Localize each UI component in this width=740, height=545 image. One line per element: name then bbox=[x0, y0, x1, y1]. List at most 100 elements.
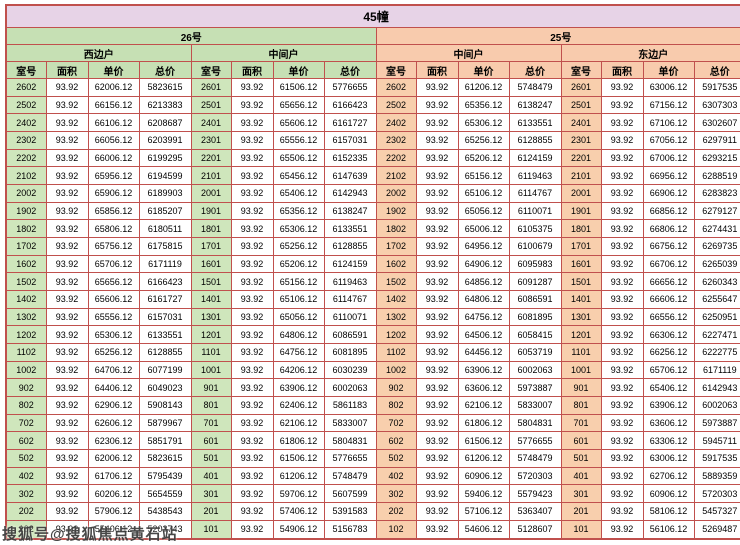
cell-unit-price: 65256.12 bbox=[272, 237, 325, 256]
table-row: 1602 93.92 65706.12 6171119 1601 93.92 65206.1… bbox=[5, 254, 740, 274]
cell-total-price: 5654559 bbox=[138, 484, 192, 504]
cell-total-price: 6081895 bbox=[508, 307, 562, 327]
cell-room: 2201 bbox=[190, 148, 232, 168]
cell-total-price: 6288519 bbox=[693, 166, 740, 186]
cell-room: 1402 bbox=[5, 290, 47, 309]
cell-area: 93.92 bbox=[230, 519, 274, 540]
cell-total-price: 6142943 bbox=[323, 184, 377, 203]
cell-room: 602 bbox=[5, 431, 47, 451]
cell-area: 93.92 bbox=[45, 148, 89, 168]
cell-area: 93.92 bbox=[415, 378, 459, 398]
cell-unit-price: 65206.12 bbox=[272, 254, 325, 274]
cell-area: 93.92 bbox=[230, 201, 274, 221]
cell-unit-price: 65356.12 bbox=[272, 201, 325, 221]
cell-room: 702 bbox=[5, 413, 47, 433]
cell-room: 1602 bbox=[375, 254, 417, 274]
cell-area: 93.92 bbox=[45, 484, 89, 504]
cell-area: 93.92 bbox=[600, 343, 644, 362]
cell-total-price: 5457327 bbox=[693, 502, 740, 521]
cell-room: 1202 bbox=[375, 325, 417, 345]
section-header-row: 26号 25号 bbox=[5, 27, 740, 45]
cell-area: 93.92 bbox=[230, 113, 274, 133]
cell-total-price: 5391583 bbox=[323, 502, 377, 521]
cell-unit-price: 65506.12 bbox=[272, 148, 325, 168]
cell-total-price: 5607599 bbox=[323, 484, 377, 504]
cell-unit-price: 66056.12 bbox=[87, 131, 140, 150]
cell-total-price: 6133551 bbox=[508, 113, 562, 133]
cell-unit-price: 66656.12 bbox=[642, 272, 695, 292]
cell-area: 93.92 bbox=[45, 360, 89, 380]
cell-total-price: 5833007 bbox=[508, 396, 562, 415]
table-row: 602 93.92 62306.12 5851791 601 93.92 61806.12 5… bbox=[5, 431, 740, 451]
cell-total-price: 5823615 bbox=[138, 78, 192, 97]
cell-area: 93.92 bbox=[415, 78, 459, 97]
cell-unit-price: 57906.12 bbox=[87, 502, 140, 521]
cell-total-price: 6152335 bbox=[323, 148, 377, 168]
cell-unit-price: 65756.12 bbox=[87, 237, 140, 256]
column-header-row: 室号 面积 单价 总价 室号 面积 单价 总价 室号 面积 单价 总价 室号 面… bbox=[5, 61, 740, 79]
cell-room: 2602 bbox=[5, 78, 47, 97]
cell-total-price: 5945711 bbox=[693, 431, 740, 451]
cell-area: 93.92 bbox=[415, 360, 459, 380]
cell-room: 2202 bbox=[375, 148, 417, 168]
cell-total-price: 6203991 bbox=[138, 131, 192, 150]
cell-area: 93.92 bbox=[415, 237, 459, 256]
cell-unit-price: 65006.12 bbox=[457, 219, 510, 239]
cell-area: 93.92 bbox=[230, 290, 274, 309]
cell-area: 93.92 bbox=[230, 449, 274, 468]
cell-room: 302 bbox=[5, 484, 47, 504]
cell-area: 93.92 bbox=[600, 431, 644, 451]
cell-room: 1102 bbox=[375, 343, 417, 362]
cell-room: 1502 bbox=[5, 272, 47, 292]
cell-area: 93.92 bbox=[230, 396, 274, 415]
cell-room: 1802 bbox=[375, 219, 417, 239]
cell-room: 601 bbox=[560, 431, 602, 451]
cell-unit-price: 64756.12 bbox=[457, 307, 510, 327]
cell-room: 1002 bbox=[375, 360, 417, 380]
table-row: 2302 93.92 66056.12 6203991 2301 93.92 65556.1… bbox=[5, 131, 740, 150]
cell-area: 93.92 bbox=[415, 343, 459, 362]
cell-room: 1301 bbox=[560, 307, 602, 327]
col-header-unit-price: 单价 bbox=[642, 61, 695, 79]
cell-area: 93.92 bbox=[600, 378, 644, 398]
table-body: 2602 93.92 62006.12 5823615 2601 93.92 61506.1… bbox=[5, 78, 740, 540]
cell-total-price: 6208687 bbox=[138, 113, 192, 133]
cell-unit-price: 61806.12 bbox=[272, 431, 325, 451]
cell-room: 1301 bbox=[190, 307, 232, 327]
cell-area: 93.92 bbox=[230, 131, 274, 150]
cell-unit-price: 65156.12 bbox=[272, 272, 325, 292]
cell-area: 93.92 bbox=[600, 131, 644, 150]
cell-area: 93.92 bbox=[45, 219, 89, 239]
cell-total-price: 6222775 bbox=[693, 343, 740, 362]
cell-room: 1702 bbox=[375, 237, 417, 256]
cell-total-price: 6199295 bbox=[138, 148, 192, 168]
cell-room: 102 bbox=[5, 519, 47, 540]
cell-area: 93.92 bbox=[415, 219, 459, 239]
cell-total-price: 5748479 bbox=[323, 466, 377, 486]
cell-unit-price: 61706.12 bbox=[87, 466, 140, 486]
cell-room: 2601 bbox=[560, 78, 602, 97]
cell-unit-price: 66806.12 bbox=[642, 219, 695, 239]
cell-total-price: 5823615 bbox=[138, 449, 192, 468]
cell-unit-price: 66156.12 bbox=[87, 95, 140, 115]
cell-area: 93.92 bbox=[600, 166, 644, 186]
cell-unit-price: 65256.12 bbox=[87, 343, 140, 362]
cell-unit-price: 65556.12 bbox=[272, 131, 325, 150]
table-row: 1202 93.92 65306.12 6133551 1201 93.92 64806.1… bbox=[5, 325, 740, 345]
cell-area: 93.92 bbox=[230, 484, 274, 504]
cell-total-price: 6293215 bbox=[693, 148, 740, 168]
cell-unit-price: 61206.12 bbox=[457, 78, 510, 97]
cell-room: 801 bbox=[560, 396, 602, 415]
cell-unit-price: 66006.12 bbox=[87, 148, 140, 168]
cell-room: 1202 bbox=[5, 325, 47, 345]
cell-total-price: 6260343 bbox=[693, 272, 740, 292]
cell-total-price: 5833007 bbox=[323, 413, 377, 433]
cell-area: 93.92 bbox=[600, 360, 644, 380]
cell-total-price: 6086591 bbox=[508, 290, 562, 309]
cell-unit-price: 58106.12 bbox=[642, 502, 695, 521]
cell-total-price: 5973887 bbox=[693, 413, 740, 433]
col-header-room: 室号 bbox=[190, 61, 232, 79]
cell-room: 1501 bbox=[560, 272, 602, 292]
cell-unit-price: 63006.12 bbox=[642, 78, 695, 97]
